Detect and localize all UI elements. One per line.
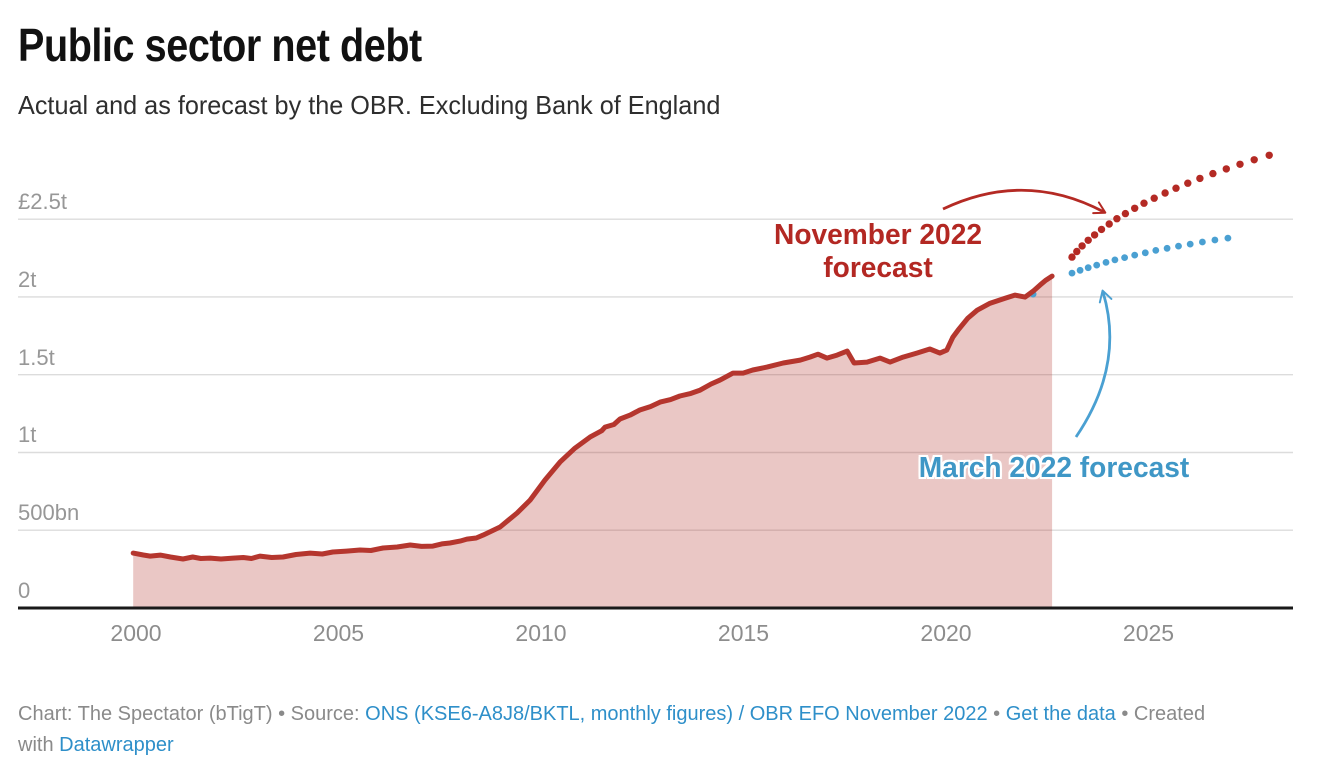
y-tick-label: 1.5t bbox=[18, 344, 55, 370]
november-forecast-dot bbox=[1084, 236, 1092, 244]
november-forecast-dot bbox=[1222, 165, 1231, 173]
x-tick-label: 2010 bbox=[515, 620, 567, 646]
november-forecast-label-line1: November 2022 bbox=[774, 219, 982, 251]
march-forecast-dot bbox=[1163, 244, 1171, 252]
march-forecast-dot bbox=[1224, 234, 1232, 242]
november-forecast-dot bbox=[1184, 179, 1192, 187]
x-tick-label: 2025 bbox=[1122, 620, 1175, 646]
november-forecast-dot bbox=[1161, 189, 1169, 197]
november-forecast-dot bbox=[1196, 174, 1204, 183]
actual-line bbox=[130, 273, 1055, 562]
march-forecast-dot bbox=[1102, 259, 1110, 266]
gridlines bbox=[18, 218, 1293, 531]
march-forecast-dot bbox=[1186, 240, 1194, 248]
x-tick-label: 2005 bbox=[312, 620, 365, 646]
y-tick-label: 1t bbox=[18, 422, 37, 448]
november-forecast-dot bbox=[1236, 160, 1244, 168]
footer-text: • Created with bbox=[18, 703, 1206, 756]
november-forecast-dot bbox=[1105, 220, 1113, 228]
y-tick-label: 500bn bbox=[18, 500, 80, 526]
actual-area bbox=[133, 276, 1053, 608]
chart-subtitle: Actual and as forecast by the OBR. Exclu… bbox=[18, 90, 721, 120]
november-forecast-dot bbox=[1090, 231, 1099, 239]
footer-text: • bbox=[987, 703, 1006, 725]
actual-area-fill bbox=[133, 276, 1053, 608]
x-tick-label: 2020 bbox=[920, 620, 972, 646]
footer-link[interactable]: Get the data bbox=[1005, 703, 1116, 725]
march-forecast-label: March 2022 forecast bbox=[918, 452, 1190, 484]
march-forecast-dot bbox=[1199, 238, 1206, 246]
march-forecast-dot bbox=[1093, 261, 1101, 269]
march-forecast-dot bbox=[1141, 249, 1149, 257]
march-forecast-dot bbox=[1084, 264, 1092, 272]
march-forecast-dot bbox=[1175, 242, 1182, 250]
november-forecast-dot bbox=[1172, 184, 1180, 192]
x-tick-label: 2015 bbox=[717, 620, 770, 646]
march-forecast-dot bbox=[1068, 269, 1076, 277]
november-forecast-dot bbox=[1131, 204, 1139, 212]
march-forecast-dot bbox=[1111, 256, 1119, 264]
november-forecast-dot bbox=[1068, 253, 1076, 261]
november-forecast-label-line2: forecast bbox=[823, 252, 933, 284]
footer-text: Chart: The Spectator (bTigT) • Source: bbox=[18, 703, 366, 725]
footer-link[interactable]: Datawrapper bbox=[59, 734, 174, 756]
november-forecast-dot bbox=[1209, 169, 1217, 178]
march-forecast-dot bbox=[1076, 266, 1084, 274]
march-forecast-dot bbox=[1152, 247, 1160, 254]
x-tick-label: 2000 bbox=[110, 620, 162, 646]
march-forecast-dot bbox=[1121, 254, 1128, 261]
november-forecast-dots bbox=[1068, 151, 1273, 261]
november-forecast-dot bbox=[1113, 215, 1121, 223]
november-forecast-label: November 2022 forecast bbox=[767, 219, 988, 285]
march-arrow bbox=[1074, 289, 1113, 438]
march-forecast-dot bbox=[1131, 251, 1139, 259]
november-forecast-dot bbox=[1073, 247, 1081, 256]
chart-title: Public sector net debt bbox=[18, 19, 422, 71]
march-forecast-dot bbox=[1211, 236, 1219, 244]
november-forecast-dot bbox=[1078, 242, 1086, 250]
actual-line-path bbox=[130, 273, 1055, 562]
annotation-arrows bbox=[942, 188, 1113, 438]
november-forecast-dot bbox=[1121, 209, 1130, 218]
november-forecast-dot bbox=[1150, 194, 1158, 202]
november-forecast-dot bbox=[1140, 199, 1148, 207]
y-tick-label: £2.5t bbox=[18, 189, 67, 215]
footer-attribution: Chart: The Spectator (bTigT) • Source: O… bbox=[18, 699, 1308, 761]
march-forecast-dots bbox=[1029, 234, 1232, 298]
y-tick-label: 2t bbox=[18, 266, 37, 292]
november-forecast-dot bbox=[1097, 225, 1106, 234]
november-arrow bbox=[942, 188, 1107, 215]
november-forecast-dot bbox=[1250, 156, 1258, 164]
y-tick-label: 0 bbox=[18, 578, 31, 603]
november-forecast-dot bbox=[1265, 151, 1273, 159]
footer-link[interactable]: ONS (KSE6-A8J8/BKTL, monthly figures) / … bbox=[365, 703, 988, 725]
